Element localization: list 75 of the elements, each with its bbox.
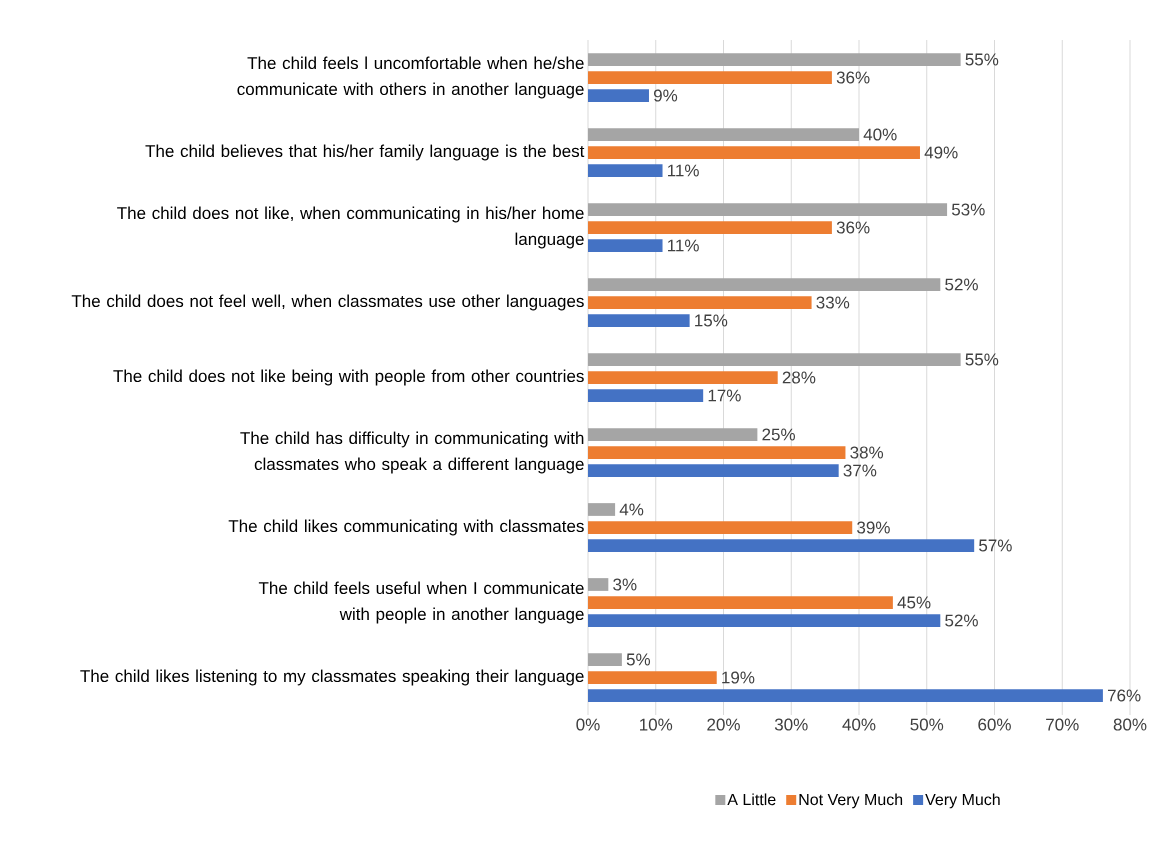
data-label: 11% [668,239,699,252]
bar [588,89,649,102]
legend-label: Not Very Much [799,793,903,809]
x-tick-label: 60% [978,718,1011,731]
bar [588,203,948,216]
y-tick-label: The child feels l uncomfortable when he/she communicate with others in another language [237,56,584,99]
bar [588,689,1103,702]
legend-label: A Little [727,793,776,806]
data-label: 3% [613,578,637,591]
bar [588,53,961,66]
x-tick-label: 10% [640,718,673,731]
x-tick-label: 20% [707,718,740,731]
y-tick-label: The child likes listening to my classmates speaking their language [80,669,584,686]
y-tick-label: The child has difficulty in communicating with classmates who speak a different language [240,431,584,474]
data-label: 9% [653,89,678,102]
x-tick-label: 0% [576,718,600,731]
data-label: 45% [897,596,931,609]
bar [588,239,663,252]
y-tick-label: The child likes communicating with classmates [228,519,584,536]
data-label: 52% [945,278,978,291]
x-tick-label: 30% [774,718,808,731]
bar [588,521,853,534]
bar [588,428,758,441]
y-tick-label: The child feels useful when I communicate with people in another language [258,581,584,624]
data-label: 15% [695,314,728,327]
bar [588,614,941,627]
bar [588,164,663,177]
y-tick-label: The child believes that his/her family language is the best [145,144,585,161]
bar [588,278,941,291]
bar [588,128,859,141]
data-label: 36% [836,221,870,234]
data-label: 28% [782,371,816,384]
data-label: 52% [945,614,978,627]
data-label: 53% [951,203,985,216]
data-label: 11% [668,164,699,177]
y-tick-label: The child does not feel well, when classmates use other languages [71,294,584,311]
bar [588,353,961,366]
bar [588,371,778,384]
data-label: 5% [626,653,651,666]
data-label: 55% [965,353,999,366]
bar [588,578,609,591]
data-label: 57% [979,539,1012,552]
bar [588,389,704,402]
x-tick-label: 40% [842,718,876,731]
data-label: 37% [843,464,877,477]
data-label: 19% [722,671,755,684]
bar [588,464,839,477]
data-label: 36% [836,71,870,84]
legend-label: Very Much [925,793,1000,809]
data-label: 40% [863,128,897,141]
data-label: 76% [1107,689,1141,702]
data-label: 4% [619,503,644,516]
x-tick-label: 80% [1113,718,1147,731]
bar [588,539,975,552]
x-tick-label: 70% [1046,718,1079,731]
data-label: 49% [924,146,958,159]
x-tick-label: 50% [910,718,944,731]
bar [588,596,893,609]
bar [588,221,832,234]
y-tick-label: The child does not like being with people from other countries [113,369,584,386]
bar [588,446,846,459]
bar [588,671,717,684]
data-label: 55% [965,53,999,66]
data-label: 33% [816,296,850,309]
bar [588,71,832,84]
data-label: 38% [850,446,884,459]
bar [588,296,812,309]
y-tick-label: The child does not like, when communicating in his/her home language [117,206,584,249]
bar [588,653,622,666]
data-label: 25% [762,428,795,441]
bar [588,146,920,159]
data-label: 17% [708,389,741,402]
data-label: 39% [857,521,890,534]
bar [588,503,616,516]
bar [588,314,690,327]
